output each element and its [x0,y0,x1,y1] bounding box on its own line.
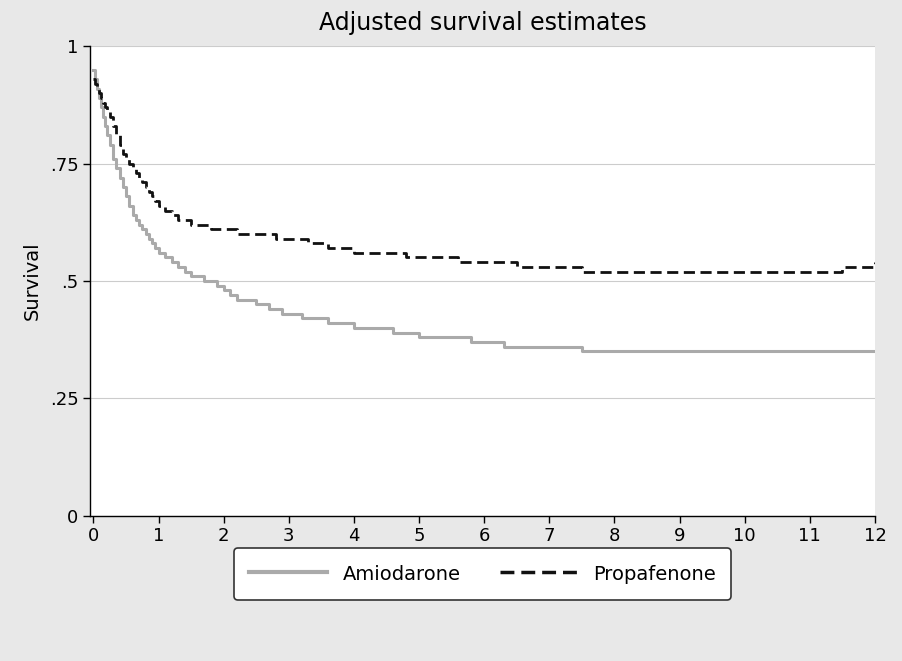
Title: Adjusted survival estimates: Adjusted survival estimates [318,11,647,34]
Y-axis label: Survival: Survival [23,242,41,320]
X-axis label: Month: Month [452,554,513,572]
Legend: Amiodarone, Propafenone: Amiodarone, Propafenone [234,548,732,600]
